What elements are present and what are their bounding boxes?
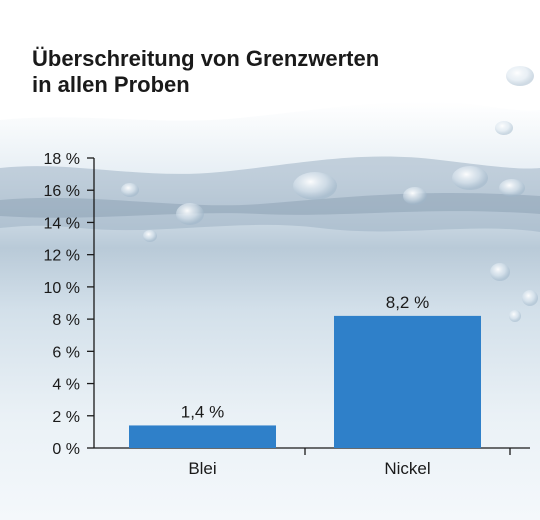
bar [129, 425, 276, 448]
y-tick-label: 10 % [44, 280, 80, 297]
bar-value-label: 1,4 % [181, 402, 224, 421]
labels: 0 % 2 % 4 % 6 % 8 % 10 % 12 % 14 % 16 % 18 % 1,4 %… [44, 151, 431, 478]
x-category-label: Blei [188, 459, 216, 478]
x-category-label: Nickel [384, 459, 430, 478]
bar [334, 315, 481, 448]
y-tick-label: 8 % [52, 312, 80, 329]
bar-value-label: 8,2 % [386, 293, 429, 312]
y-tick-label: 16 % [44, 183, 80, 200]
y-tick-label: 18 % [44, 151, 80, 168]
y-tick-label: 2 % [52, 409, 80, 426]
y-tick-label: 4 % [52, 377, 80, 394]
y-tick-label: 0 % [52, 441, 80, 458]
chart-title-line-2: in allen Proben [32, 72, 190, 97]
chart-title-line-1: Überschreitung von Grenzwerten [32, 46, 380, 71]
chart-title: Überschreitung von Grenzwerten in allen … [32, 46, 512, 98]
y-tick-label: 14 % [44, 215, 80, 232]
bars [129, 315, 481, 448]
y-tick-label: 12 % [44, 248, 80, 265]
y-tick-label: 6 % [52, 344, 80, 361]
